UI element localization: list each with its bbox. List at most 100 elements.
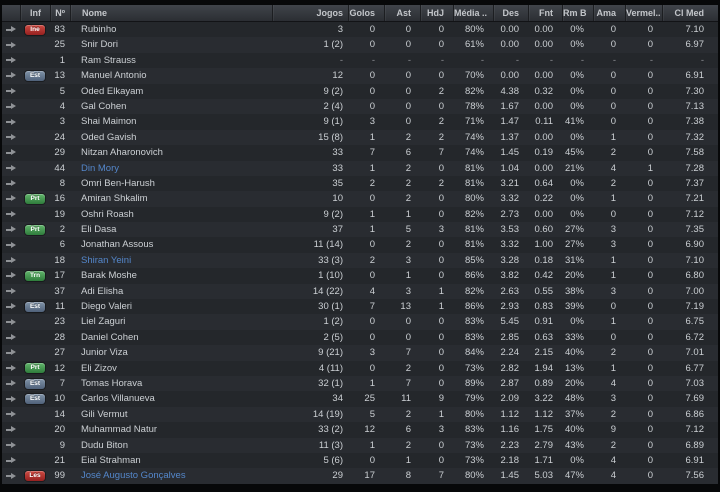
jump-arrow-icon[interactable] (6, 133, 16, 141)
jump-arrow-icon[interactable] (6, 103, 16, 110)
player-name[interactable]: Liel Zaguri (81, 316, 126, 328)
table-row[interactable]: 28 Daniel Cohen 2 (5) 0 0 0 83% 2.85 0.63 33% 0 0 6.… (2, 329, 718, 346)
table-row[interactable]: 18 Shiran Yeini 33 (3) 2 3 0 85% 3.28 0.18 31% 1 0 7… (2, 252, 718, 269)
jump-arrow-icon[interactable] (6, 457, 16, 464)
column-header-ast[interactable]: Ast (384, 5, 420, 21)
jump-arrow-icon[interactable] (6, 318, 16, 326)
table-row[interactable]: 24 Oded Gavish 15 (8) 1 2 2 74% 1.37 0.00 0% 1 0 7.3… (2, 129, 718, 146)
table-row[interactable]: 27 Junior Viza 9 (21) 3 7 0 84% 2.24 2.15 40% 2 0 7.… (2, 345, 718, 361)
column-header-des[interactable]: Des (493, 5, 528, 21)
jump-arrow-icon[interactable] (6, 303, 16, 310)
player-name[interactable]: José Augusto Gonçalves (81, 470, 186, 482)
player-name[interactable]: Junior Viza (81, 347, 128, 359)
table-row[interactable]: 19 Oshri Roash 9 (2) 1 1 0 82% 2.73 0.00 0% 0 0 7.12 (2, 206, 718, 223)
jump-arrow-icon[interactable] (6, 410, 16, 418)
player-name[interactable]: Manuel Antonio (81, 70, 147, 82)
table-row[interactable]: 37 Adi Elisha 14 (22) 4 3 1 82% 2.63 0.55 38% 3 0 7.… (2, 283, 718, 300)
table-row[interactable]: Est 13 Manuel Antonio 12 0 0 0 70% 0.00 0.00 0% 0 0 6… (2, 68, 718, 84)
player-name[interactable]: Eli Zizov (81, 362, 117, 374)
jump-arrow-icon[interactable] (6, 272, 16, 279)
table-row[interactable]: 29 Nitzan Aharonovich 33 7 6 7 74% 1.45 0.19 45% 2… (2, 145, 718, 161)
player-name[interactable]: Nitzan Aharonovich (81, 147, 163, 159)
table-row[interactable]: 21 Eial Strahman 5 (6) 0 1 0 73% 2.18 1.71 0% 4 0 6.… (2, 452, 718, 469)
jump-arrow-icon[interactable] (6, 395, 16, 403)
player-name[interactable]: Jonathan Assous (81, 239, 154, 251)
jump-arrow-icon[interactable] (6, 149, 16, 156)
table-row[interactable]: 25 Snir Dori 1 (2) 0 0 0 61% 0.00 0.00 0% 0 0 6.97 (2, 37, 718, 53)
player-name[interactable]: Shai Maimon (81, 116, 137, 128)
jump-arrow-icon[interactable] (6, 180, 16, 187)
table-row[interactable]: 20 Muhammad Natur 33 (2) 12 6 3 83% 1.16 1.75 40%… (2, 422, 718, 438)
jump-arrow-icon[interactable] (6, 195, 16, 202)
column-header-rmb[interactable]: Rm B (562, 5, 593, 21)
column-header-fnt[interactable]: Fnt (528, 5, 562, 21)
table-row[interactable]: Est 11 Diego Valeri 30 (1) 7 13 1 86% 2.93 0.83 39… (2, 299, 718, 315)
table-row[interactable]: 44 Din Mory 33 1 2 0 81% 1.04 0.00 21% 4 1 7.28 (2, 160, 718, 176)
table-row[interactable]: Prt 2 Eli Dasa 37 1 5 3 81% 3.53 0.60 27% 3 0 7.35 (2, 222, 718, 238)
column-header-nome[interactable]: Nome (70, 5, 272, 21)
table-row[interactable]: Ine 83 Rubinho 3 0 0 0 80% 0.00 0.00 0% 0 0 7.10 (2, 22, 718, 38)
table-row[interactable]: 14 Gili Vermut 14 (19) 5 2 1 80% 1.12 1.12 37% 2 0 6… (2, 406, 718, 423)
player-name[interactable]: Snir Dori (81, 39, 118, 51)
player-name[interactable]: Oded Gavish (81, 131, 137, 143)
jump-arrow-icon[interactable] (6, 441, 16, 449)
column-header-vermel[interactable]: Vermel.. (625, 5, 662, 21)
jump-arrow-icon[interactable] (6, 56, 16, 64)
column-header-golos[interactable]: Golos (348, 5, 384, 21)
player-name[interactable]: Rubinho (81, 24, 117, 35)
player-name[interactable]: Tomas Horava (81, 377, 143, 389)
table-row[interactable]: 5 Oded Elkayam 9 (2) 0 0 2 82% 4.38 0.32 0% 0 0 7.30 (2, 83, 718, 99)
table-row[interactable]: 1 Ram Strauss - - - - - - - - - - - (2, 52, 718, 69)
jump-arrow-icon[interactable] (6, 426, 16, 433)
column-header-jogos[interactable]: Jogos (272, 5, 348, 21)
jump-arrow-icon[interactable] (6, 257, 16, 264)
column-header-hdj[interactable]: HdJ (420, 5, 453, 21)
table-row[interactable]: Trn 17 Barak Moshe 1 (10) 0 1 0 86% 3.82 0.42 20% 1… (2, 268, 718, 284)
player-name[interactable]: Muhammad Natur (81, 424, 158, 436)
player-name[interactable]: Diego Valeri (81, 301, 133, 313)
player-name[interactable]: Daniel Cohen (81, 331, 139, 343)
jump-arrow-icon[interactable] (6, 226, 16, 233)
table-row[interactable]: 23 Liel Zaguri 1 (2) 0 0 0 83% 5.45 0.91 0% 1 0 6.75 (2, 314, 718, 330)
jump-arrow-icon[interactable] (6, 472, 16, 480)
player-name[interactable]: Carlos Villanueva (81, 393, 155, 405)
player-name[interactable]: Dudu Biton (81, 439, 129, 451)
jump-arrow-icon[interactable] (6, 364, 16, 372)
jump-arrow-icon[interactable] (6, 41, 16, 49)
player-name[interactable]: Eli Dasa (81, 224, 117, 236)
column-header-media[interactable]: Média .. (453, 5, 493, 21)
table-row[interactable]: Est 10 Carlos Villanueva 34 25 11 9 79% 2.09 3.22… (2, 391, 718, 407)
table-row[interactable]: Prt 12 Eli Zizov 4 (11) 0 2 0 73% 2.82 1.94 13% 1 0 6… (2, 360, 718, 376)
jump-arrow-icon[interactable] (6, 334, 16, 341)
player-name[interactable]: Gal Cohen (81, 100, 127, 112)
jump-arrow-icon[interactable] (6, 26, 16, 33)
table-row[interactable]: Est 7 Tomas Horava 32 (1) 1 7 0 89% 2.87 0.89 20% 4… (2, 375, 718, 392)
player-name[interactable]: Gili Vermut (81, 408, 128, 420)
player-name[interactable]: Shiran Yeini (81, 254, 132, 266)
table-row[interactable]: 4 Gal Cohen 2 (4) 0 0 0 78% 1.67 0.00 0% 0 0 7.13 (2, 98, 718, 115)
player-name[interactable]: Eial Strahman (81, 454, 141, 466)
column-header-num[interactable]: Nº (50, 5, 70, 21)
jump-arrow-icon[interactable] (6, 87, 16, 95)
jump-arrow-icon[interactable] (6, 72, 16, 79)
table-row[interactable]: 8 Omri Ben-Harush 35 2 2 2 81% 3.21 0.64 0% 2 0 7.37 (2, 175, 718, 192)
player-name[interactable]: Din Mory (81, 162, 120, 174)
player-name[interactable]: Ram Strauss (81, 54, 136, 66)
player-name[interactable]: Oshri Roash (81, 208, 134, 220)
jump-arrow-icon[interactable] (6, 349, 16, 356)
player-name[interactable]: Adi Elisha (81, 285, 124, 297)
jump-arrow-icon[interactable] (6, 380, 16, 387)
table-row[interactable]: Prt 16 Amiran Shkalim 10 0 2 0 80% 3.32 0.22 0% 1 0 7… (2, 191, 718, 207)
player-name[interactable]: Barak Moshe (81, 270, 137, 282)
jump-arrow-icon[interactable] (6, 210, 16, 218)
player-name[interactable]: Omri Ben-Harush (81, 177, 155, 189)
jump-arrow-icon[interactable] (6, 241, 16, 249)
column-header-ama[interactable]: Ama (593, 5, 625, 21)
table-row[interactable]: 9 Dudu Biton 11 (3) 1 2 0 73% 2.23 2.79 43% 2 0 6.89 (2, 437, 718, 453)
table-row[interactable]: Les 99 José Augusto Gonçalves 29 17 8 7 80% 1.45… (2, 468, 718, 484)
jump-arrow-icon[interactable] (6, 118, 16, 126)
jump-arrow-icon[interactable] (6, 164, 16, 172)
player-name[interactable]: Amiran Shkalim (81, 193, 148, 205)
column-header-inf[interactable]: Inf (20, 5, 50, 21)
table-row[interactable]: 6 Jonathan Assous 11 (14) 0 2 0 81% 3.32 1.00 27%… (2, 237, 718, 253)
